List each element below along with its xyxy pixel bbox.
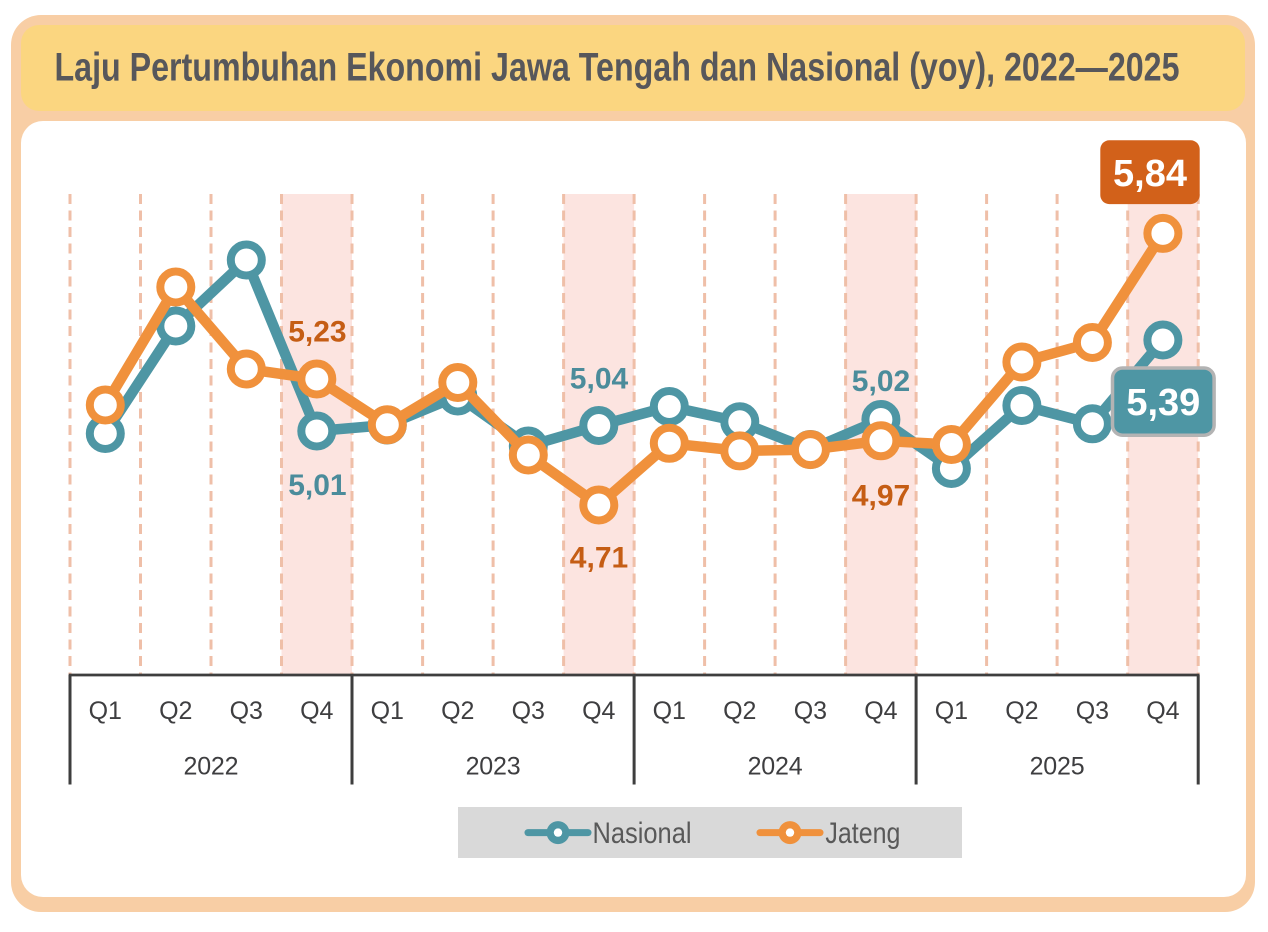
svg-text:2024: 2024 (748, 753, 803, 781)
svg-text:Q1: Q1 (371, 697, 404, 725)
svg-text:2023: 2023 (466, 753, 521, 781)
svg-text:Q2: Q2 (441, 697, 474, 725)
svg-text:2022: 2022 (184, 753, 239, 781)
svg-text:Q4: Q4 (582, 697, 615, 725)
svg-text:4,71: 4,71 (570, 542, 628, 575)
svg-text:Q2: Q2 (1005, 697, 1038, 725)
svg-text:Q3: Q3 (230, 697, 263, 725)
svg-text:Q1: Q1 (935, 697, 968, 725)
svg-text:2025: 2025 (1030, 753, 1085, 781)
svg-text:Nasional: Nasional (593, 817, 692, 850)
svg-text:Q3: Q3 (512, 697, 545, 725)
svg-text:5,84: 5,84 (1113, 153, 1187, 195)
svg-text:5,23: 5,23 (288, 316, 346, 349)
svg-text:5,01: 5,01 (288, 469, 346, 502)
svg-text:5,02: 5,02 (852, 365, 910, 398)
svg-text:Q4: Q4 (1146, 697, 1179, 725)
svg-text:4,97: 4,97 (852, 480, 910, 513)
svg-text:Q4: Q4 (864, 697, 897, 725)
svg-text:Q2: Q2 (159, 697, 192, 725)
svg-text:Q4: Q4 (300, 697, 333, 725)
svg-text:5,04: 5,04 (570, 363, 629, 396)
svg-text:Laju Pertumbuhan Ekonomi Jawa: Laju Pertumbuhan Ekonomi Jawa Tengah dan… (55, 46, 1180, 90)
svg-text:Q1: Q1 (653, 697, 686, 725)
svg-text:Q1: Q1 (89, 697, 122, 725)
svg-text:Q3: Q3 (1076, 697, 1109, 725)
svg-text:Q3: Q3 (794, 697, 827, 725)
svg-text:Q2: Q2 (723, 697, 756, 725)
svg-text:5,39: 5,39 (1126, 382, 1200, 424)
svg-text:Jateng: Jateng (825, 817, 900, 850)
